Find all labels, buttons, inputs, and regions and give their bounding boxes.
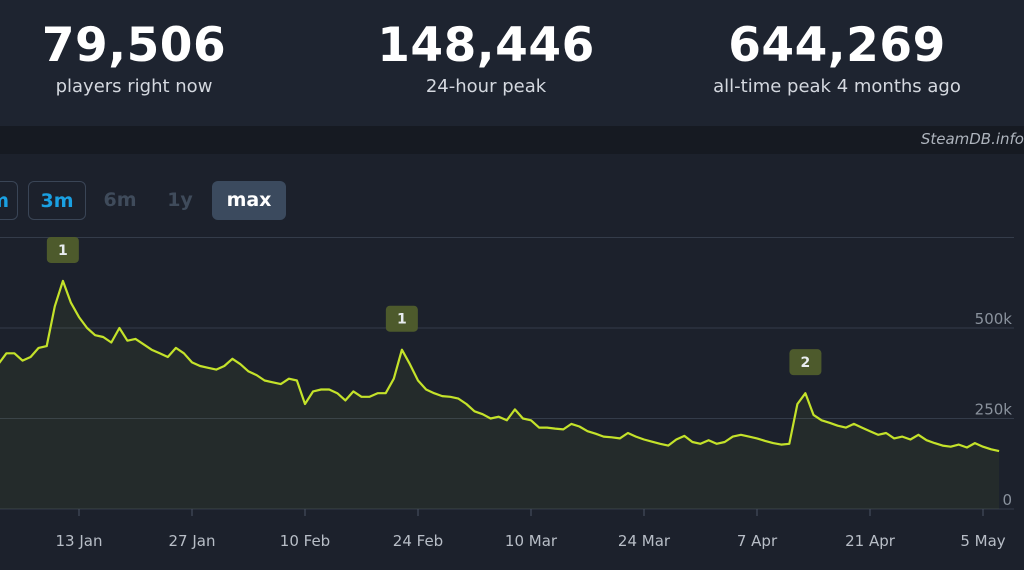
stat-all-time-peak: 644,269 all-time peak 4 months ago xyxy=(687,18,987,98)
stat-label: 24-hour peak xyxy=(425,76,547,97)
y-tick-label: 250k xyxy=(975,401,1013,419)
stat-label: players right now xyxy=(55,76,213,97)
stat-24h-peak: 148,446 24-hour peak xyxy=(336,18,636,98)
chart-panel xyxy=(0,154,1024,570)
event-marker-label: 1 xyxy=(397,312,407,328)
event-marker-label: 1 xyxy=(58,243,68,259)
stat-label: all-time peak 4 months ago xyxy=(713,76,961,97)
range-button-max[interactable]: max xyxy=(212,181,286,220)
stat-value: 644,269 xyxy=(728,18,946,73)
event-marker[interactable]: 2 xyxy=(789,349,822,376)
range-button-partial[interactable]: m xyxy=(0,181,18,220)
range-button-1y[interactable]: 1y xyxy=(167,189,193,211)
range-button-3m[interactable]: 3m xyxy=(28,181,86,220)
event-marker-label: 2 xyxy=(801,355,811,371)
event-marker[interactable]: 1 xyxy=(46,236,79,263)
stat-value: 79,506 xyxy=(41,18,227,73)
x-axis: 13 Jan 27 Jan 10 Feb 24 Feb 10 Mar 24 Mar 7 Ap… xyxy=(56,509,1006,550)
x-tick-label: 10 Feb xyxy=(280,532,330,550)
event-marker-badge xyxy=(789,349,822,376)
brand-bar: SteamDB.info xyxy=(0,126,1024,154)
stat-value: 148,446 xyxy=(377,18,595,73)
series-area xyxy=(0,280,1000,509)
stat-players-now: 79,506 players right now xyxy=(0,18,284,98)
stats-header: 79,506 players right now 148,446 24-hour… xyxy=(0,0,1024,126)
series-line xyxy=(0,279,1000,453)
y-tick-label: 0 xyxy=(1002,491,1012,509)
event-marker-badge xyxy=(46,236,79,263)
event-marker[interactable]: 1 xyxy=(385,305,418,332)
x-tick-label: 10 Mar xyxy=(505,532,558,550)
x-tick-label: 7 Apr xyxy=(737,532,778,550)
event-markers: 1 1 2 xyxy=(46,236,822,376)
x-tick-label: 5 May xyxy=(960,532,1005,550)
range-button-6m[interactable]: 6m xyxy=(103,189,137,211)
grid-lines xyxy=(0,237,1014,510)
x-tick-label: 13 Jan xyxy=(56,532,103,550)
steamdb-brand: SteamDB.info xyxy=(920,130,1024,148)
y-tick-label: 500k xyxy=(975,310,1013,328)
y-axis: 0 250k 500k xyxy=(975,310,1013,509)
event-marker-badge xyxy=(385,305,418,332)
x-tick-label: 24 Mar xyxy=(618,532,671,550)
x-tick-label: 21 Apr xyxy=(845,532,896,550)
x-tick-label: 24 Feb xyxy=(393,532,443,550)
x-tick-label: 27 Jan xyxy=(169,532,216,550)
